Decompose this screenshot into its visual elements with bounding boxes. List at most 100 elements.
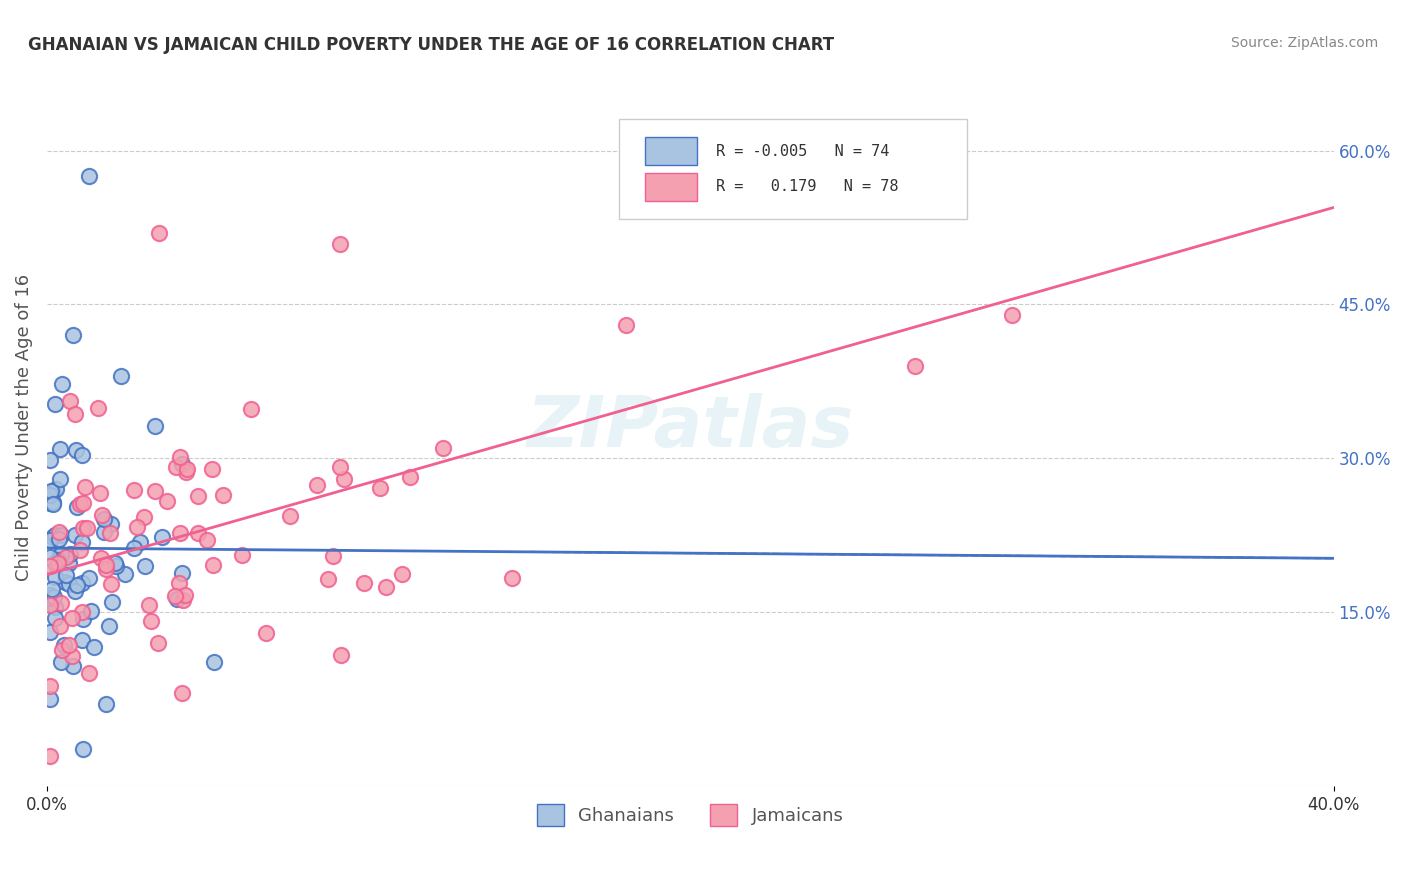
Point — [63, 528, 86, 542]
Point — [122, 541, 145, 556]
Point — [77, 169, 100, 184]
Point — [49, 528, 72, 542]
Point — [146, 635, 169, 649]
Y-axis label: Child Poverty Under the Age of 16: Child Poverty Under the Age of 16 — [15, 274, 32, 581]
Point — [72, 742, 94, 756]
Point — [278, 509, 301, 524]
Point — [70, 605, 93, 619]
Point — [62, 328, 84, 343]
Point — [48, 524, 70, 539]
Point — [353, 576, 375, 591]
Point — [39, 484, 62, 499]
Point — [167, 576, 190, 591]
Point — [44, 611, 66, 625]
Point — [58, 577, 80, 591]
Point — [63, 407, 86, 421]
Point — [169, 525, 191, 540]
Point — [75, 480, 97, 494]
Point — [49, 442, 72, 456]
Point — [90, 550, 112, 565]
Point — [49, 548, 72, 562]
Point — [125, 519, 148, 533]
Text: GHANAIAN VS JAMAICAN CHILD POVERTY UNDER THE AGE OF 16 CORRELATION CHART: GHANAIAN VS JAMAICAN CHILD POVERTY UNDER… — [28, 36, 834, 54]
Point — [89, 486, 111, 500]
Point — [55, 549, 77, 564]
Point — [172, 457, 194, 471]
Point — [96, 697, 118, 711]
Point — [169, 450, 191, 465]
Point — [202, 558, 225, 573]
Point — [51, 377, 73, 392]
Point — [83, 640, 105, 654]
Point — [254, 625, 277, 640]
Point — [212, 488, 235, 502]
Bar — [645, 136, 697, 165]
Point — [49, 596, 72, 610]
Point — [172, 593, 194, 607]
Point — [1001, 308, 1024, 322]
Point — [41, 495, 63, 509]
Point — [100, 577, 122, 591]
Point — [93, 512, 115, 526]
Point — [100, 517, 122, 532]
Point — [647, 200, 669, 214]
Point — [173, 588, 195, 602]
Point — [80, 604, 103, 618]
Point — [316, 572, 339, 586]
Point — [39, 495, 62, 509]
Point — [42, 497, 65, 511]
Bar — [645, 173, 697, 202]
Point — [134, 559, 156, 574]
Point — [41, 582, 63, 596]
Point — [69, 543, 91, 558]
Point — [48, 532, 70, 546]
Point — [114, 567, 136, 582]
Point — [138, 598, 160, 612]
Point — [46, 556, 69, 570]
Point — [174, 465, 197, 479]
Point — [45, 482, 67, 496]
Point — [66, 578, 89, 592]
Point — [170, 566, 193, 580]
Point — [322, 549, 344, 563]
Text: ZIPatlas: ZIPatlas — [527, 393, 853, 462]
Point — [150, 530, 173, 544]
Point — [143, 418, 166, 433]
Point — [91, 508, 114, 522]
Point — [122, 483, 145, 498]
Point — [42, 483, 65, 498]
Point — [399, 470, 422, 484]
Point — [128, 535, 150, 549]
Point — [166, 592, 188, 607]
Point — [70, 535, 93, 549]
Point — [59, 547, 82, 561]
Point — [432, 441, 454, 455]
Point — [60, 610, 83, 624]
Point — [156, 494, 179, 508]
Point — [76, 521, 98, 535]
Point — [328, 459, 350, 474]
Point — [368, 482, 391, 496]
Point — [165, 589, 187, 603]
Point — [98, 619, 121, 633]
Point — [165, 460, 187, 475]
Point — [65, 443, 87, 458]
Point — [39, 691, 62, 706]
Point — [176, 462, 198, 476]
Legend: Ghanaians, Jamaicans: Ghanaians, Jamaicans — [527, 795, 853, 835]
Point — [69, 497, 91, 511]
Point — [44, 569, 66, 583]
Text: R = -0.005   N = 74: R = -0.005 N = 74 — [716, 144, 890, 159]
Point — [49, 547, 72, 561]
Point — [58, 557, 80, 571]
Point — [104, 557, 127, 571]
Point — [44, 600, 66, 615]
Point — [110, 369, 132, 384]
Point — [52, 638, 75, 652]
Point — [201, 461, 224, 475]
Point — [39, 624, 62, 639]
Point — [70, 448, 93, 462]
Point — [39, 488, 62, 502]
Point — [148, 226, 170, 240]
Point — [391, 566, 413, 581]
